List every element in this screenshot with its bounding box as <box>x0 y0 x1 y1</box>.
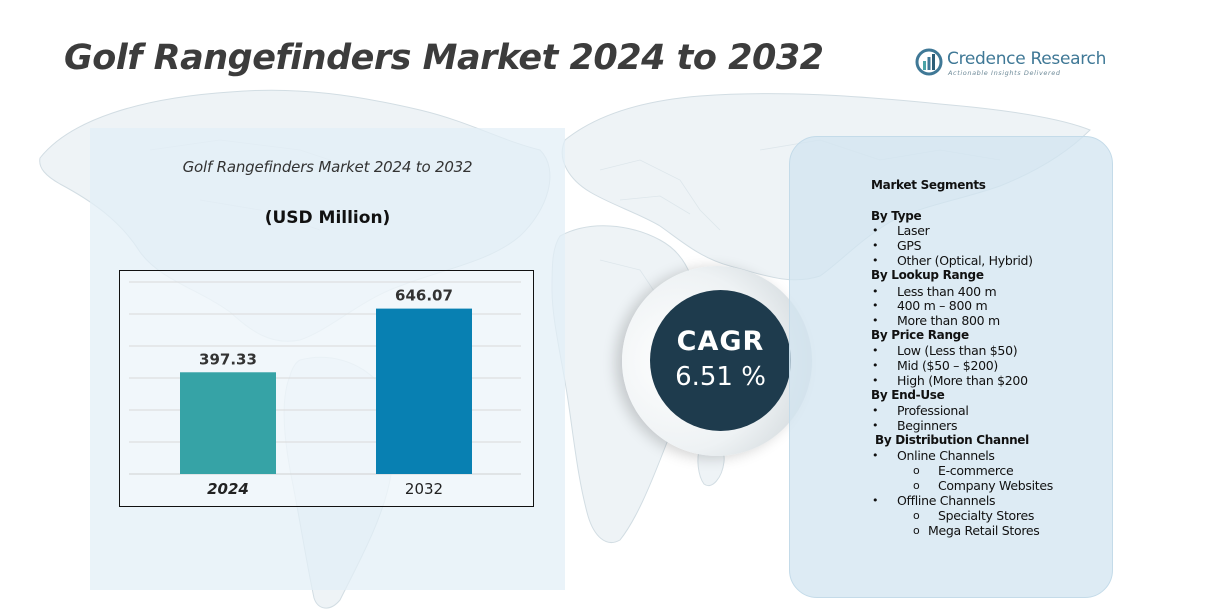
bullet-icon: • <box>872 374 879 387</box>
segment-subitem: E-commerce <box>938 463 1014 478</box>
bullet-icon: • <box>872 314 879 327</box>
segment-item: Mid ($50 – $200) <box>897 358 998 373</box>
bullet-icon: • <box>872 239 879 252</box>
segment-item: GPS <box>897 238 922 253</box>
bullet-icon: • <box>872 404 879 417</box>
bullet-icon: • <box>872 359 879 372</box>
segment-item: More than 800 m <box>897 313 1000 328</box>
bullet-icon: • <box>872 299 879 312</box>
sub-bullet-icon: o <box>913 524 920 537</box>
x-tick-label-2032: 2032 <box>405 480 443 498</box>
segment-item: Beginners <box>897 418 958 433</box>
bullet-icon: • <box>872 254 879 267</box>
segment-group-title: By End-Use <box>871 388 945 402</box>
bullet-icon: • <box>872 344 879 357</box>
segment-item: Professional <box>897 403 969 418</box>
bar-2024 <box>180 372 276 474</box>
bar-chart: 397.33 2024 646.07 2032 <box>129 281 521 498</box>
segment-item: High (More than $200 <box>897 373 1028 388</box>
cagr-badge: CAGR 6.51 % <box>650 290 791 431</box>
logo-tagline: Actionable Insights Delivered <box>948 69 1061 77</box>
data-label-2024: 397.33 <box>199 350 257 368</box>
segment-group-title: By Lookup Range <box>871 268 984 282</box>
bullet-icon: • <box>872 285 879 298</box>
chart-title: Golf Rangefinders Market 2024 to 2032 <box>182 158 473 176</box>
bullet-icon: • <box>872 494 879 507</box>
bar-2032 <box>376 308 472 474</box>
segment-group-title: By Price Range <box>871 328 969 342</box>
segment-group-title: By Distribution Channel <box>875 433 1029 447</box>
segment-subitem: Company Websites <box>938 478 1053 493</box>
segment-item: Offline Channels <box>897 493 996 508</box>
chart-panel <box>90 128 565 590</box>
cagr-label: CAGR <box>676 326 765 357</box>
segment-item: Less than 400 m <box>897 284 997 299</box>
segment-item: Laser <box>897 223 930 238</box>
credence-research-logo: Credence Research Actionable Insights De… <box>915 46 1107 80</box>
sub-bullet-icon: o <box>913 509 920 522</box>
sub-bullet-icon: o <box>913 464 920 477</box>
segments-panel <box>789 136 1113 598</box>
segments-heading: Market Segments <box>871 178 986 192</box>
logo-icon <box>915 48 943 76</box>
segment-item: 400 m – 800 m <box>897 298 988 313</box>
bullet-icon: • <box>872 224 879 237</box>
segment-item: Online Channels <box>897 448 995 463</box>
logo-name: Credence Research <box>947 49 1107 69</box>
segment-item: Other (Optical, Hybrid) <box>897 253 1033 268</box>
sub-bullet-icon: o <box>913 479 920 492</box>
page-title: Golf Rangefinders Market 2024 to 2032 <box>64 38 824 78</box>
segment-subitem: Mega Retail Stores <box>928 523 1040 538</box>
segment-group-title: By Type <box>871 209 922 223</box>
segment-item: Low (Less than $50) <box>897 343 1018 358</box>
chart-unit: (USD Million) <box>264 208 391 228</box>
cagr-value: 6.51 % <box>675 362 766 392</box>
segment-subitem: Specialty Stores <box>938 508 1035 523</box>
data-label-2032: 646.07 <box>395 287 453 305</box>
x-tick-label-2024: 2024 <box>207 480 249 498</box>
bullet-icon: • <box>872 419 879 432</box>
bullet-icon: • <box>872 449 879 462</box>
